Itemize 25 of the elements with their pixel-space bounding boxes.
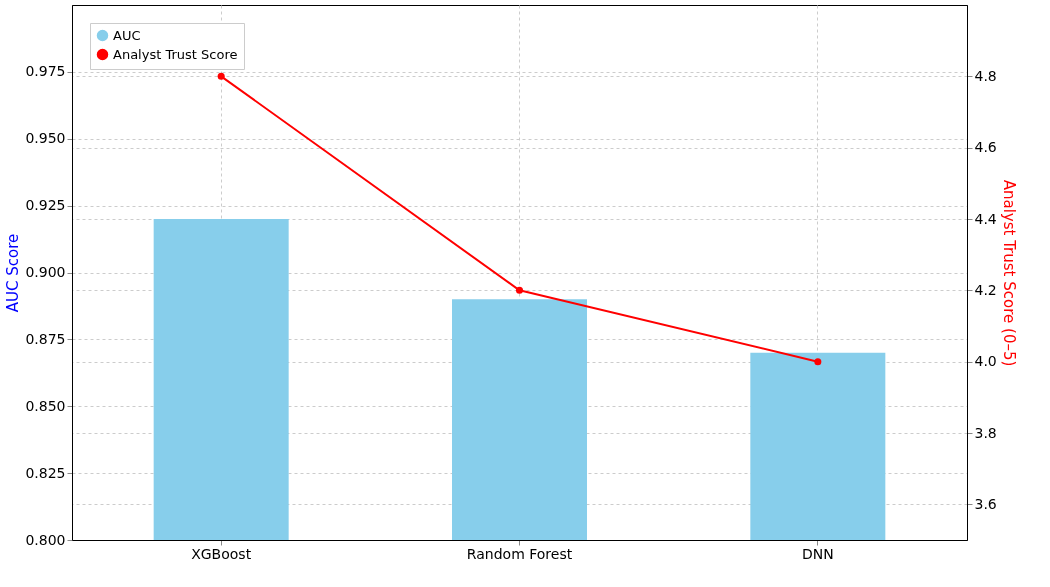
point [515, 286, 524, 294]
y-tick-label: 0.825 [25, 464, 66, 481]
y-axis-title: AUC Score [4, 233, 23, 313]
legend-label: Analyst Trust Score [113, 46, 238, 62]
y-tick-label: 0.975 [25, 63, 66, 80]
y-tick-label: 0.925 [25, 197, 66, 214]
y2-tick-label: 3.6 [974, 495, 997, 512]
y-tick-label: 0.950 [25, 130, 66, 147]
y-tick-label: 0.875 [25, 330, 66, 347]
x-tick-label: Random Forest [466, 545, 573, 562]
y2-tick-label: 3.8 [974, 424, 997, 441]
y2-tick-label: 4.0 [974, 353, 997, 370]
y-tick-label: 0.800 [25, 531, 66, 548]
point [814, 358, 822, 366]
y-tick-label: 0.850 [25, 397, 66, 414]
y-tick-label: 0.900 [25, 264, 66, 280]
y2-tick-label: 4.8 [974, 67, 997, 84]
y2-axis-title: Analyst Trust Score (0–5) [999, 179, 1018, 367]
x-tick-label: DNN [801, 545, 834, 562]
x-tick-label: XGBoost [191, 545, 252, 562]
y2-tick-label: 4.2 [974, 281, 997, 298]
point [217, 72, 225, 80]
y2-tick-label: 4.6 [974, 139, 997, 156]
y2-tick-label: 4.4 [974, 210, 997, 227]
legend-label: AUC [113, 27, 141, 43]
